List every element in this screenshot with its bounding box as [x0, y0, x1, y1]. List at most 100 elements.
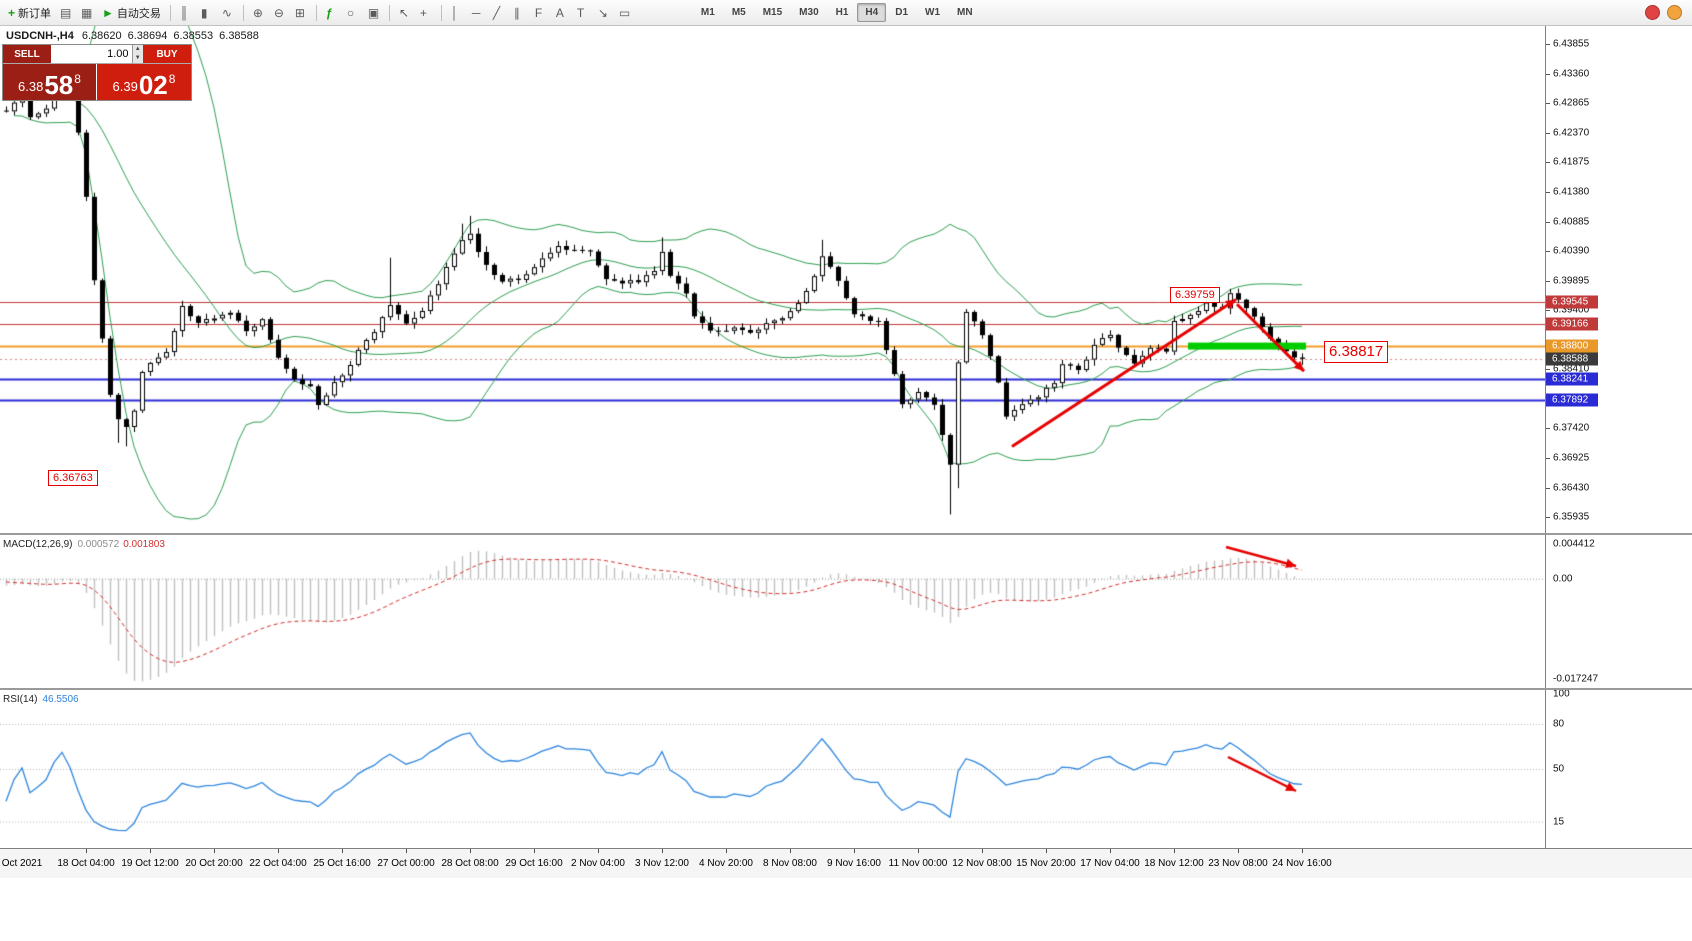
- time-axis[interactable]: Oct 2021 18 Oct 04:00 19 Oct 12:00 20 Oct 2…: [0, 848, 1692, 878]
- time-axis-tick-mark: [86, 849, 87, 853]
- price-axis[interactable]: 6.43855 6.43360 6.42865 6.42370 6.41875 6.413…: [1545, 26, 1692, 848]
- time-axis-label: 20 Oct 20:00: [185, 858, 243, 869]
- vertical-line-button[interactable]: │: [447, 3, 467, 23]
- sell-price-box[interactable]: 6.38 58 8: [3, 64, 97, 100]
- price-label-annotation[interactable]: 6.38817: [1324, 341, 1389, 363]
- rsi-axis-label: 100: [1553, 688, 1570, 700]
- time-axis-label: 2 Nov 04:00: [571, 858, 625, 869]
- price-axis-tick-mark: [1546, 222, 1550, 223]
- price-axis-tick-mark: [1546, 103, 1550, 104]
- price-axis-tick: 6.38410: [1553, 363, 1590, 375]
- zoom-out-button[interactable]: ⊖: [270, 3, 290, 23]
- rsi-panel-divider: [0, 688, 1692, 690]
- time-axis-tick-mark: [1174, 849, 1175, 853]
- price-label-annotation[interactable]: 6.36763: [48, 470, 98, 487]
- tile-windows-button[interactable]: ⊞: [291, 3, 311, 23]
- time-axis-tick-mark: [278, 849, 279, 853]
- cursor-button[interactable]: ↖: [395, 3, 415, 23]
- timeframe-w1-button[interactable]: W1: [925, 7, 941, 18]
- price-axis-tick: 6.40885: [1553, 216, 1590, 228]
- fibonacci-icon: F: [534, 5, 543, 20]
- toolbar-separator: [169, 4, 171, 21]
- arrow-tool-icon: ↘: [597, 5, 608, 20]
- price-axis-tick: 6.43855: [1553, 38, 1590, 50]
- profiles-button[interactable]: ▦: [77, 3, 97, 23]
- arrow-tool-button[interactable]: ↘: [594, 3, 614, 23]
- text-label-button[interactable]: T: [573, 3, 593, 23]
- horizontal-line-icon: ─: [471, 5, 481, 20]
- equidistant-channel-icon: ∥: [513, 5, 520, 20]
- macd-panel-canvas[interactable]: [0, 535, 1545, 688]
- price-axis-tick: 6.35935: [1553, 511, 1590, 523]
- timeframe-m1-button[interactable]: M1: [700, 7, 715, 18]
- indicators-button[interactable]: ƒ: [322, 3, 342, 23]
- timeframe-m5-button[interactable]: M5: [731, 7, 746, 18]
- macd-axis-label: 0.00: [1553, 573, 1573, 585]
- timeframe-h4-button[interactable]: H4: [857, 3, 887, 22]
- time-axis-tick-mark: [598, 849, 599, 853]
- cursor-icon: ↖: [398, 5, 409, 20]
- crosshair-button[interactable]: +: [416, 3, 436, 23]
- community-icon[interactable]: [1645, 5, 1660, 20]
- time-axis-label: 9 Nov 16:00: [827, 858, 881, 869]
- time-axis-label: 22 Oct 04:00: [249, 858, 307, 869]
- main-chart-canvas[interactable]: [0, 26, 1545, 533]
- buy-price-big: 6.39: [112, 79, 138, 95]
- zoom-in-button[interactable]: ⊕: [249, 3, 269, 23]
- fibonacci-button[interactable]: F: [531, 3, 551, 23]
- new-order-icon: +: [8, 5, 16, 20]
- price-axis-tick: 6.39895: [1553, 275, 1590, 287]
- text-label-icon: T: [576, 5, 585, 20]
- buy-button[interactable]: BUY: [143, 45, 191, 63]
- horizontal-line-button[interactable]: ─: [468, 3, 488, 23]
- timeframe-m15-button[interactable]: M15: [762, 7, 783, 18]
- trendline-button[interactable]: ╱: [489, 3, 509, 23]
- rsi-axis-label: 80: [1553, 718, 1565, 730]
- sell-button[interactable]: SELL: [3, 45, 51, 63]
- ohlc-open: 6.38620: [81, 30, 122, 42]
- crosshair-icon: +: [419, 5, 427, 20]
- volume-input[interactable]: [51, 45, 132, 63]
- rsi-value: 46.5506: [42, 694, 79, 705]
- price-axis-tag: 6.37892: [1546, 393, 1598, 407]
- periods-button[interactable]: ○: [343, 3, 363, 23]
- timeframe-mn-button[interactable]: MN: [957, 7, 973, 18]
- volume-spinner: ▲ ▼: [131, 45, 143, 63]
- candle-chart-type-button[interactable]: ▮: [197, 3, 217, 23]
- chart-window-button[interactable]: ▤: [56, 3, 76, 23]
- zoom-out-icon: ⊖: [273, 5, 284, 20]
- time-axis-tick-mark: [1046, 849, 1047, 853]
- price-axis-tick: 6.37420: [1553, 422, 1590, 434]
- time-axis-label: 28 Oct 08:00: [441, 858, 499, 869]
- timeframe-d1-button[interactable]: D1: [895, 7, 909, 18]
- search-icon[interactable]: [1667, 5, 1682, 20]
- timeframe-m30-button[interactable]: M30: [799, 7, 819, 18]
- shapes-button[interactable]: ▭: [615, 3, 635, 23]
- time-axis-label: 27 Oct 00:00: [377, 858, 435, 869]
- rsi-axis-label: 15: [1553, 816, 1565, 827]
- time-axis-tick-mark: [854, 849, 855, 853]
- time-axis-label: 17 Nov 04:00: [1080, 858, 1140, 869]
- autotrading-button[interactable]: ► 自动交易: [98, 3, 165, 23]
- text-button[interactable]: A: [552, 3, 572, 23]
- buy-price-box[interactable]: 6.39 02 8: [97, 64, 191, 100]
- equidistant-channel-button[interactable]: ∥: [510, 3, 530, 23]
- volume-down-button[interactable]: ▼: [132, 54, 143, 63]
- toolbar-separator: [440, 4, 442, 21]
- sell-price-big: 6.38: [18, 79, 44, 95]
- time-axis-label: 18 Nov 12:00: [1144, 858, 1204, 869]
- price-label-annotation[interactable]: 6.39759: [1170, 287, 1220, 304]
- templates-button[interactable]: ▣: [364, 3, 384, 23]
- time-axis-tick-mark: [982, 849, 983, 853]
- timeframe-h1-button[interactable]: H1: [835, 7, 849, 18]
- volume-up-button[interactable]: ▲: [132, 45, 143, 54]
- timeframe-group: M1 M5 M15 M30 H1 H4 D1 W1 MN: [693, 3, 981, 22]
- price-axis-tick-mark: [1546, 458, 1550, 459]
- bar-chart-type-button[interactable]: ║: [176, 3, 196, 23]
- new-order-button[interactable]: + 新订单: [4, 3, 55, 23]
- price-axis-tick: 6.41380: [1553, 186, 1590, 198]
- line-chart-type-button[interactable]: ∿: [218, 3, 238, 23]
- profiles-icon: ▦: [81, 5, 93, 20]
- rsi-panel-canvas[interactable]: [0, 690, 1545, 848]
- macd-name: MACD(12,26,9): [3, 539, 73, 550]
